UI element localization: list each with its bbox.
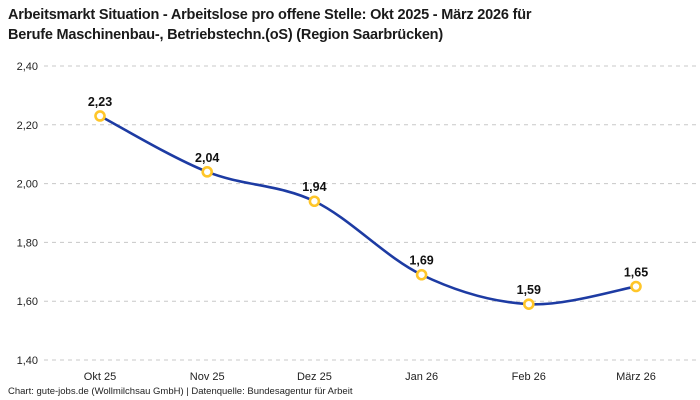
data-point-marker [201,166,213,178]
x-tick-label: Dez 25 [297,371,332,383]
x-tick-label: Feb 26 [512,371,546,383]
data-point-marker [308,195,321,208]
y-tick-label: 2,00 [17,179,38,191]
data-point-label: 1,59 [517,283,541,297]
data-point-label: 2,04 [195,151,219,165]
y-tick-label: 2,20 [17,120,38,132]
data-point-label: 1,69 [409,254,433,268]
data-point-marker [415,268,428,281]
y-tick-label: 1,80 [17,237,38,249]
y-tick-label: 2,40 [17,61,38,73]
x-tick-label: Okt 25 [84,371,116,383]
chart-title: Arbeitsmarkt Situation - Arbeitslose pro… [8,5,696,45]
data-point-marker [630,280,642,293]
y-tick-label: 1,60 [17,296,38,308]
data-point-label: 1,65 [624,266,648,280]
series-line [98,114,638,306]
data-point-label: 2,23 [88,95,112,109]
chart-title-line-2: Berufe Maschinenbau-, Betriebstechn.(oS)… [8,27,443,43]
chart-title-line-1: Arbeitsmarkt Situation - Arbeitslose pro… [8,7,532,23]
x-tick-label: Nov 25 [190,371,225,383]
x-tick-label: März 26 [616,371,656,383]
data-point-marker [94,110,106,122]
data-point-marker [522,298,535,310]
data-point-label: 1,94 [302,180,326,194]
y-tick-label: 1,40 [17,355,38,367]
chart-source-caption: Chart: gute-jobs.de (Wollmilchsau GmbH) … [8,386,353,397]
x-tick-label: Jan 26 [405,371,438,383]
